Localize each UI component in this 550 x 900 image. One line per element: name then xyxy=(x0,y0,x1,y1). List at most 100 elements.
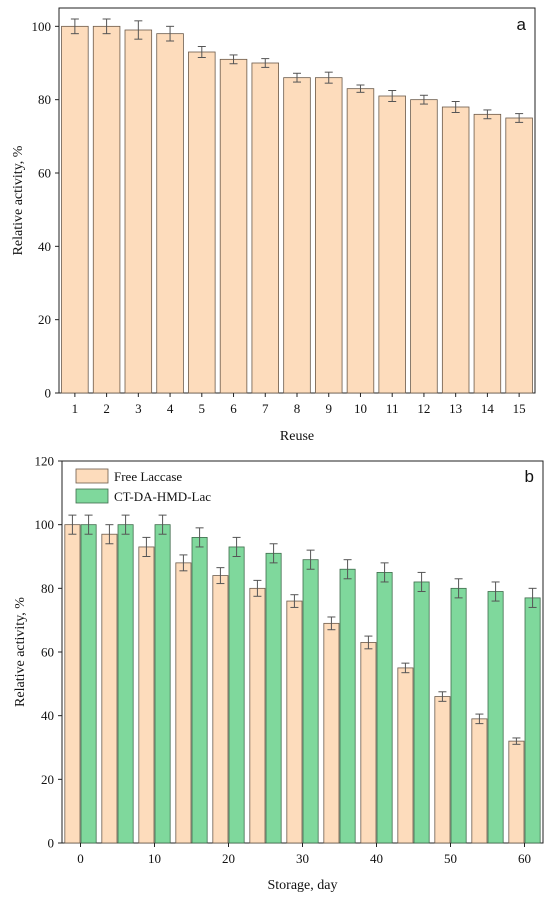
bar-reuse-1 xyxy=(61,25,89,394)
bar-ct-da-hmd-lac-day-30 xyxy=(302,559,319,844)
error-bar-ct-da-hmd-lac-day-25 xyxy=(269,543,278,564)
y-axis-label-a: Relative activity, % xyxy=(11,145,26,255)
bar-ct-da-hmd-lac-day-45 xyxy=(413,581,430,844)
bar-reuse-5 xyxy=(188,51,216,394)
bar-free-laccase-day-25 xyxy=(249,587,266,844)
bar-ct-da-hmd-lac-day-0 xyxy=(80,524,97,844)
error-bar-ct-da-hmd-lac-day-5 xyxy=(121,514,130,535)
bar-free-laccase-day-45 xyxy=(397,667,414,844)
bar-reuse-7 xyxy=(251,62,279,394)
error-bar-reuse-15 xyxy=(515,113,524,123)
x-tick-label-a: 9 xyxy=(325,401,332,416)
error-bar-reuse-9 xyxy=(324,71,333,84)
x-tick-label-a: 1 xyxy=(72,401,79,416)
error-bar-free-laccase-day-10 xyxy=(142,536,151,557)
bar-free-laccase-day-15 xyxy=(175,562,192,844)
bar-reuse-3 xyxy=(124,29,153,394)
error-bar-free-laccase-day-20 xyxy=(216,567,225,585)
error-bar-free-laccase-day-25 xyxy=(253,579,262,597)
bar-free-laccase-day-0 xyxy=(64,524,81,844)
bar-reuse-10 xyxy=(346,88,375,394)
x-tick-label-b: 60 xyxy=(518,851,531,866)
x-axis-label-a: Reuse xyxy=(280,429,314,444)
error-bar-ct-da-hmd-lac-day-45 xyxy=(417,571,426,593)
y-tick-label-b: 100 xyxy=(35,517,55,532)
y-tick-label-b: 40 xyxy=(41,708,54,723)
error-bar-reuse-7 xyxy=(261,58,270,68)
x-tick-label-b: 0 xyxy=(77,851,84,866)
bar-reuse-6 xyxy=(219,58,248,394)
y-tick-label-b: 0 xyxy=(48,836,55,851)
bar-reuse-9 xyxy=(315,77,343,394)
bar-ct-da-hmd-lac-day-10 xyxy=(154,524,171,844)
bar-free-laccase-day-50 xyxy=(434,696,451,844)
bar-free-laccase-day-10 xyxy=(138,546,155,844)
error-bar-reuse-11 xyxy=(388,90,397,102)
error-bar-free-laccase-day-5 xyxy=(105,524,114,545)
y-tick-label-a: 100 xyxy=(32,19,52,34)
bar-reuse-13 xyxy=(441,106,470,394)
x-tick-label-a: 11 xyxy=(386,401,399,416)
error-bar-ct-da-hmd-lac-day-0 xyxy=(84,514,93,535)
legend-label-free-laccase: Free Laccase xyxy=(114,469,182,484)
y-tick-label-a: 0 xyxy=(45,386,52,401)
legend-swatch-free-laccase xyxy=(75,468,109,484)
bar-free-laccase-day-55 xyxy=(471,718,488,844)
bar-reuse-15 xyxy=(505,117,533,394)
bar-ct-da-hmd-lac-day-15 xyxy=(191,537,208,844)
x-tick-label-a: 14 xyxy=(481,401,495,416)
y-tick-label-a: 40 xyxy=(38,239,51,254)
bar-reuse-8 xyxy=(283,77,311,394)
y-tick-label-a: 60 xyxy=(38,166,51,181)
error-bar-reuse-12 xyxy=(419,94,428,105)
x-tick-label-b: 30 xyxy=(296,851,309,866)
y-tick-label-b: 60 xyxy=(41,645,54,660)
x-tick-label-a: 13 xyxy=(449,401,462,416)
x-tick-label-a: 15 xyxy=(513,401,526,416)
error-bar-ct-da-hmd-lac-day-15 xyxy=(195,527,204,548)
bar-ct-da-hmd-lac-day-20 xyxy=(228,546,245,844)
x-axis-label-b: Storage, day xyxy=(268,878,338,893)
x-tick-label-a: 5 xyxy=(199,401,206,416)
bar-free-laccase-day-20 xyxy=(212,575,229,844)
bar-free-laccase-day-30 xyxy=(286,600,303,844)
bar-reuse-2 xyxy=(92,25,121,394)
bar-free-laccase-day-60 xyxy=(508,740,525,844)
error-bar-ct-da-hmd-lac-day-20 xyxy=(232,536,241,557)
bar-ct-da-hmd-lac-day-35 xyxy=(339,568,356,844)
bar-free-laccase-day-35 xyxy=(323,622,340,844)
error-bar-free-laccase-day-55 xyxy=(475,713,484,725)
x-tick-label-a: 6 xyxy=(230,401,237,416)
y-axis-label-b: Relative activity, % xyxy=(13,597,28,707)
error-bar-free-laccase-day-40 xyxy=(364,635,373,650)
x-tick-label-b: 20 xyxy=(222,851,235,866)
y-tick-label-b: 20 xyxy=(41,772,54,787)
error-bar-reuse-8 xyxy=(293,72,301,83)
bar-reuse-4 xyxy=(156,33,184,394)
x-tick-label-b: 10 xyxy=(148,851,161,866)
error-bar-ct-da-hmd-lac-day-55 xyxy=(491,581,500,602)
chart-panel-a: 1 2 3 4 5 6 7 8 9 10 11 12 13 14 15020406080100ReuseRe… xyxy=(11,7,536,444)
error-bar-reuse-6 xyxy=(229,54,238,65)
y-tick-label-a: 80 xyxy=(38,92,51,107)
panel-letter-b: b xyxy=(525,467,534,486)
legend-swatch-ct-da-hmd-lac xyxy=(75,488,109,504)
x-tick-label-a: 10 xyxy=(354,401,367,416)
bar-reuse-14 xyxy=(473,113,502,394)
error-bar-ct-da-hmd-lac-day-40 xyxy=(380,562,389,583)
bar-ct-da-hmd-lac-day-25 xyxy=(265,552,282,844)
y-tick-label-b: 120 xyxy=(35,454,55,469)
panel-letter-a: a xyxy=(517,15,527,34)
legend-label-ct-da-hmd-lac: CT-DA-HMD-Lac xyxy=(114,489,211,504)
error-bar-free-laccase-day-35 xyxy=(327,616,336,631)
error-bar-ct-da-hmd-lac-day-30 xyxy=(306,549,315,570)
error-bar-free-laccase-day-0 xyxy=(68,514,77,535)
error-bar-reuse-1 xyxy=(70,18,79,35)
x-tick-label-a: 4 xyxy=(167,401,174,416)
error-bar-reuse-10 xyxy=(356,84,365,93)
bar-ct-da-hmd-lac-day-50 xyxy=(450,587,467,844)
error-bar-ct-da-hmd-lac-day-60 xyxy=(528,587,537,608)
bar-free-laccase-day-5 xyxy=(101,533,118,844)
y-tick-label-b: 80 xyxy=(41,581,54,596)
